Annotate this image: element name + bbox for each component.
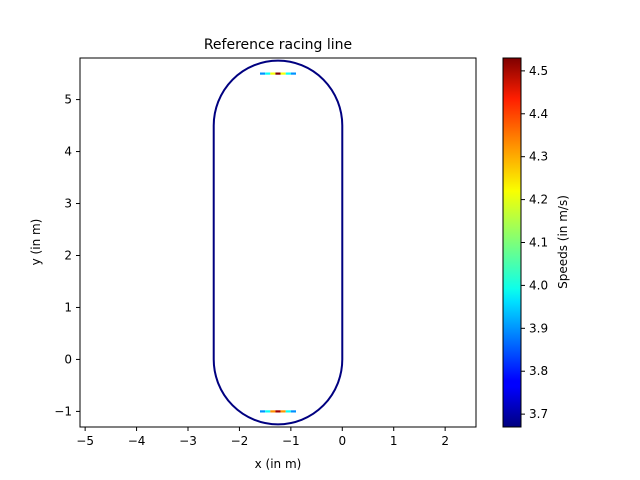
x-tick-label: 1 [390,434,398,448]
racing-line-path [212,59,344,426]
x-tick-label: −2 [231,434,249,448]
colorbar-ticks: 3.7 3.8 3.9 4.0 4.1 4.2 4.3 4.4 4.5 [521,64,548,421]
y-tick-label: 2 [64,248,72,262]
colorbar-tick-label: 4.5 [529,64,548,78]
colorbar-tick-label: 3.9 [529,321,548,335]
colorbar-tick-label: 4.0 [529,278,548,292]
y-axis: −1 0 1 2 3 4 5 [54,93,80,418]
plot-frame [79,57,477,428]
y-tick-label: −1 [54,404,72,418]
x-tick-label: 0 [338,434,346,448]
y-tick-label: 0 [64,352,72,366]
colorbar-tick-label: 4.2 [529,193,548,207]
x-tick-label: −1 [282,434,300,448]
y-tick-label: 5 [64,93,72,107]
racing-line [212,59,344,426]
x-axis: −5 −4 −3 −2 −1 0 1 2 [76,427,449,448]
x-tick-label: −5 [76,434,94,448]
colorbar [502,57,522,428]
colorbar-tick-label: 4.1 [529,236,548,250]
colorbar-label: Speeds (in m/s) [556,195,570,289]
x-tick-label: −4 [128,434,146,448]
y-tick-label: 3 [64,197,72,211]
x-axis-label: x (in m) [255,457,302,471]
colorbar-tick-label: 3.8 [529,364,548,378]
chart-title: Reference racing line [204,37,352,53]
colorbar-tick-label: 4.4 [529,107,548,121]
y-tick-label: 1 [64,300,72,314]
x-tick-label: −3 [179,434,197,448]
colorbar-tick-label: 3.7 [529,407,548,421]
colorbar-tick-label: 4.3 [529,150,548,164]
y-tick-label: 4 [64,145,72,159]
y-axis-label: y (in m) [29,219,43,266]
x-tick-label: 2 [441,434,449,448]
